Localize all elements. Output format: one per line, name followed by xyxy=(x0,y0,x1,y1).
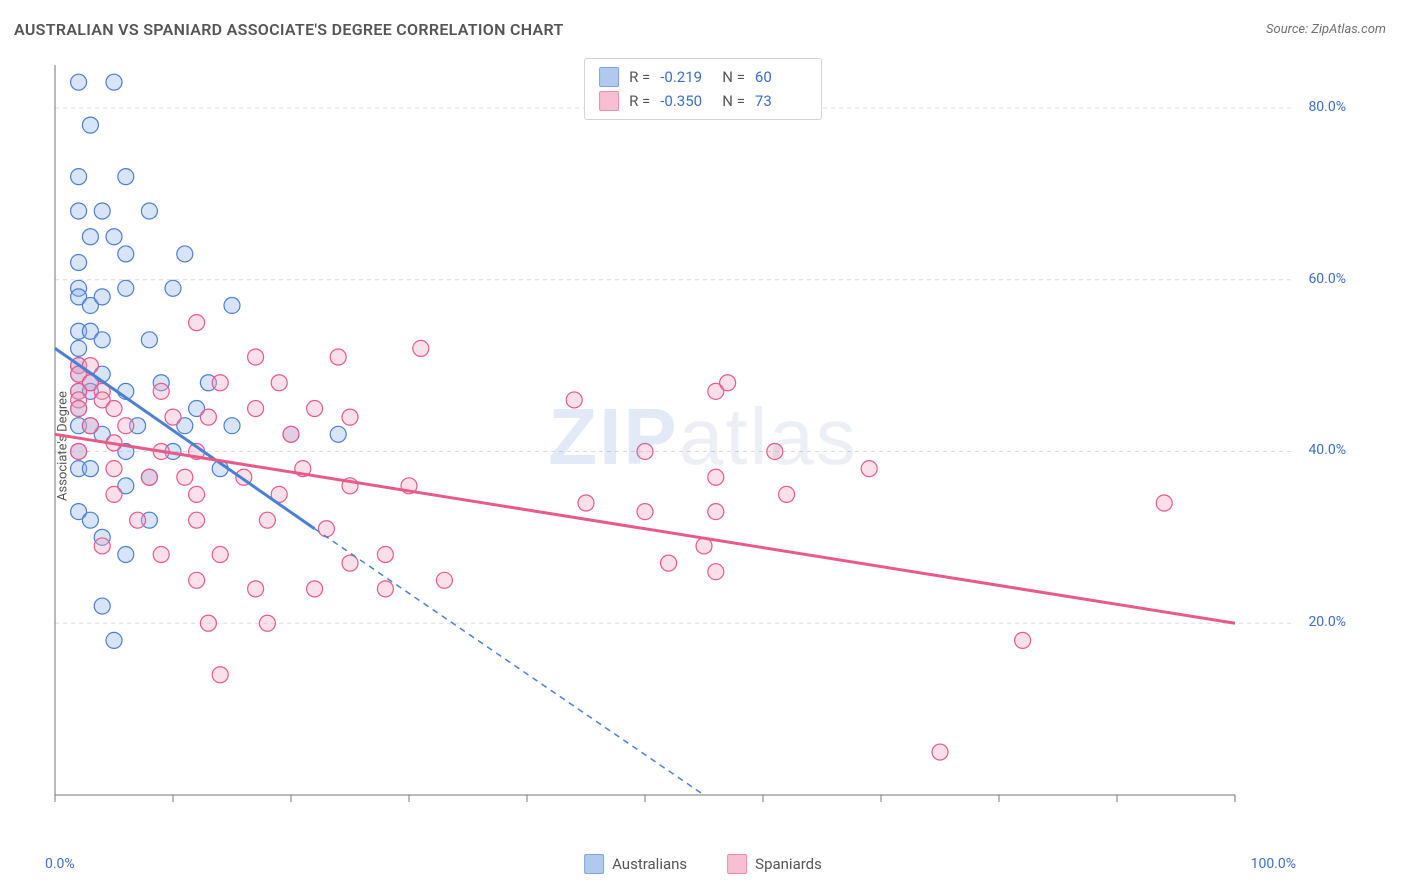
legend-item-australians: Australians xyxy=(584,854,687,874)
y-tick-label: 80.0% xyxy=(1308,99,1346,115)
legend-row-spaniards: R = -0.350 N = 73 xyxy=(599,89,807,113)
swatch-spaniards-icon xyxy=(727,854,747,874)
swatch-spaniards-icon xyxy=(599,91,619,111)
series-legend: Australians Spaniards xyxy=(584,854,822,874)
legend-label-australians: Australians xyxy=(612,855,687,873)
x-axis-max-label: 100.0% xyxy=(1251,856,1296,872)
swatch-australians-icon xyxy=(584,854,604,874)
y-tick-label: 60.0% xyxy=(1308,271,1346,287)
source-attribution: Source: ZipAtlas.com xyxy=(1266,22,1386,37)
r-value-australians: -0.219 xyxy=(660,65,712,89)
chart-title: AUSTRALIAN VS SPANIARD ASSOCIATE'S DEGRE… xyxy=(14,20,564,39)
legend-label-spaniards: Spaniards xyxy=(755,855,822,873)
swatch-australians-icon xyxy=(599,67,619,87)
scatter-plot xyxy=(45,55,1295,825)
y-tick-label: 40.0% xyxy=(1308,442,1346,458)
r-value-spaniards: -0.350 xyxy=(660,89,712,113)
n-value-spaniards: 73 xyxy=(755,89,807,113)
y-tick-label: 20.0% xyxy=(1308,614,1346,630)
legend-item-spaniards: Spaniards xyxy=(727,854,822,874)
legend-row-australians: R = -0.219 N = 60 xyxy=(599,65,807,89)
chart-container: AUSTRALIAN VS SPANIARD ASSOCIATE'S DEGRE… xyxy=(0,0,1406,892)
correlation-legend: R = -0.219 N = 60 R = -0.350 N = 73 xyxy=(584,58,822,120)
x-axis-min-label: 0.0% xyxy=(45,856,75,872)
n-value-australians: 60 xyxy=(755,65,807,89)
